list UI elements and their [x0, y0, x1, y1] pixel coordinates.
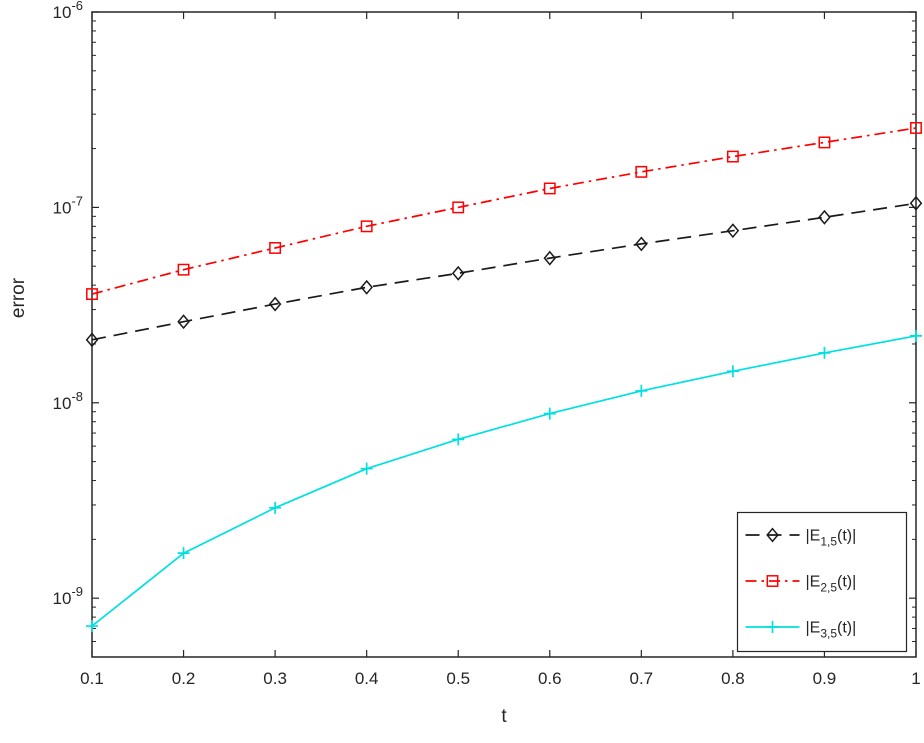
x-tick-label: 0.4 [355, 669, 379, 688]
marker-plus [766, 621, 779, 633]
marker-diamond [766, 527, 779, 543]
legend-label: |E2,5(t)| [806, 574, 857, 595]
marker-plus [818, 346, 831, 359]
x-tick-label: 0.8 [721, 669, 745, 688]
series-line-2 [91, 127, 917, 295]
x-tick-label: 0.6 [538, 669, 562, 688]
marker-square [726, 150, 739, 163]
marker-diamond [543, 250, 557, 266]
marker-plus [543, 407, 556, 420]
marker-diamond [177, 314, 190, 330]
y-tick-label: 10-7 [53, 193, 83, 217]
series-line-3 [91, 335, 917, 627]
marker-plus [635, 384, 648, 397]
legend-box [736, 511, 908, 653]
marker-square [766, 575, 779, 587]
legend-label: |E1,5(t)| [806, 528, 857, 549]
marker-square [86, 288, 98, 301]
x-tick-label: 0.1 [80, 669, 104, 688]
legend-label: |E3,5(t)| [806, 620, 857, 641]
marker-diamond [268, 296, 282, 312]
marker-diamond [451, 265, 465, 281]
marker-square [635, 165, 648, 178]
marker-diamond [85, 332, 99, 348]
x-tick-label: 1 [911, 669, 920, 688]
marker-plus [910, 329, 922, 342]
marker-square [360, 220, 373, 233]
marker-plus [360, 462, 373, 475]
marker-plus [452, 433, 465, 446]
marker-square [177, 263, 190, 276]
marker-diamond [360, 279, 373, 295]
marker-square [452, 201, 465, 214]
marker-square [543, 182, 556, 195]
x-tick-label: 0.5 [446, 669, 470, 688]
y-tick-label: 10-9 [53, 584, 83, 608]
marker-plus [269, 501, 282, 514]
marker-diamond [909, 195, 923, 211]
y-tick-label: 10-6 [53, 0, 83, 22]
marker-square [910, 122, 922, 134]
marker-square [818, 136, 831, 149]
marker-plus [726, 365, 739, 378]
marker-diamond [635, 236, 648, 252]
marker-diamond [726, 223, 740, 239]
y-axis-label: error [8, 277, 29, 318]
x-tick-label: 0.2 [172, 669, 196, 688]
x-axis-label: t [501, 706, 507, 727]
x-tick-label: 0.3 [263, 669, 287, 688]
marker-square [269, 242, 282, 254]
x-tick-label: 0.9 [813, 669, 837, 688]
x-tick-label: 0.7 [630, 669, 654, 688]
marker-plus [177, 547, 190, 560]
marker-diamond [818, 209, 831, 225]
y-tick-label: 10-8 [53, 389, 83, 413]
series-line-1 [91, 202, 917, 341]
marker-plus [86, 620, 98, 633]
